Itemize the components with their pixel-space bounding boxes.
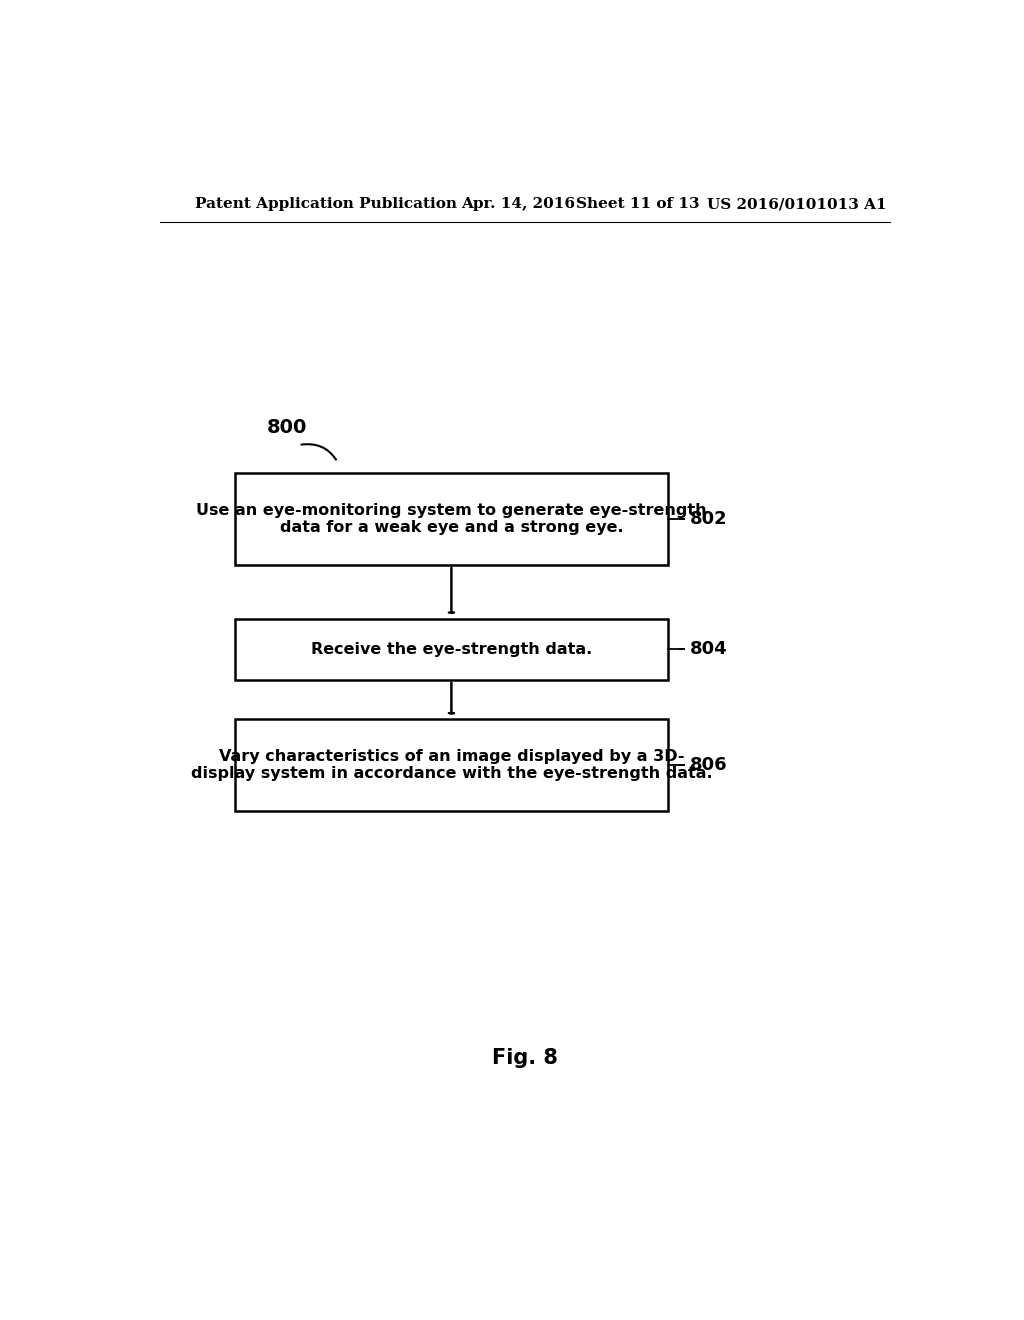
FancyArrowPatch shape: [301, 445, 336, 459]
Text: 806: 806: [690, 756, 727, 775]
Text: 804: 804: [690, 640, 727, 659]
Text: Receive the eye-strength data.: Receive the eye-strength data.: [310, 642, 592, 657]
Text: Vary characteristics of an image displayed by a 3D-
display system in accordance: Vary characteristics of an image display…: [190, 748, 713, 781]
FancyBboxPatch shape: [236, 719, 668, 810]
FancyBboxPatch shape: [236, 474, 668, 565]
Text: Patent Application Publication: Patent Application Publication: [196, 197, 458, 211]
Text: US 2016/0101013 A1: US 2016/0101013 A1: [708, 197, 887, 211]
Text: 802: 802: [690, 511, 727, 528]
Text: Sheet 11 of 13: Sheet 11 of 13: [577, 197, 700, 211]
Text: Use an eye-monitoring system to generate eye-strength
data for a weak eye and a : Use an eye-monitoring system to generate…: [196, 503, 707, 536]
Text: Apr. 14, 2016: Apr. 14, 2016: [461, 197, 575, 211]
Text: 800: 800: [267, 418, 307, 437]
FancyBboxPatch shape: [236, 619, 668, 680]
Text: Fig. 8: Fig. 8: [492, 1048, 558, 1068]
